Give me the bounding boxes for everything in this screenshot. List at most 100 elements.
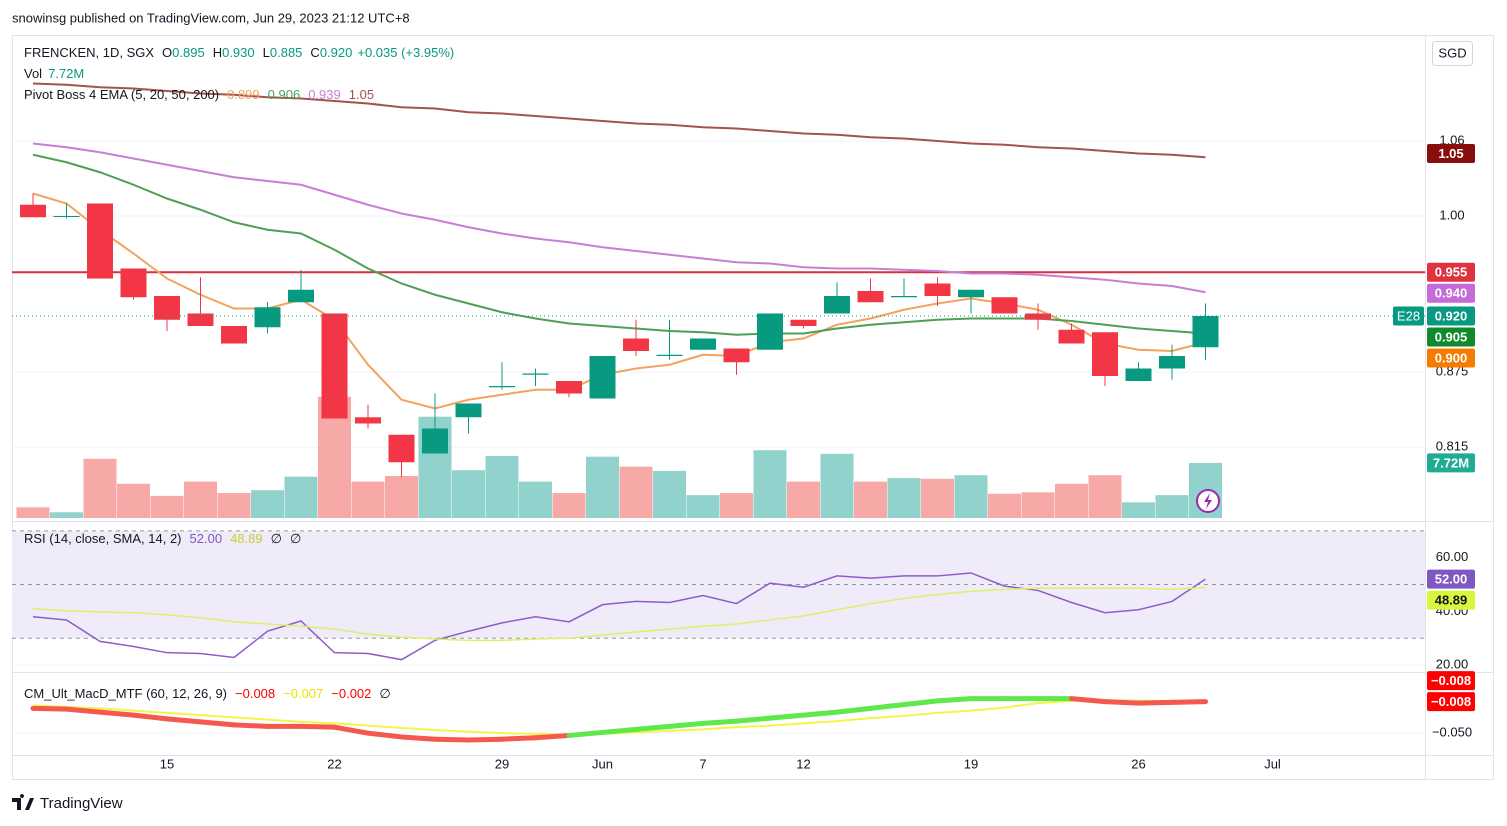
x-tick-label: 15 bbox=[160, 756, 174, 771]
x-tick-label: Jul bbox=[1264, 756, 1281, 771]
legend-row: FRENCKEN, 1D, SGX O0.895 H0.930 L0.885 C0.92… bbox=[24, 45, 454, 60]
macd-segment bbox=[97, 709, 136, 718]
macd-segment bbox=[231, 722, 270, 729]
legend-item: 0.899 bbox=[227, 87, 260, 102]
candle-body bbox=[690, 338, 716, 350]
legend-item: H bbox=[213, 45, 222, 60]
macd-segment bbox=[834, 705, 873, 715]
rsi-line bbox=[32, 572, 1206, 661]
price-tag bbox=[1427, 283, 1475, 303]
price-tag bbox=[1427, 144, 1475, 163]
candle-body bbox=[154, 296, 180, 320]
price-tag bbox=[1427, 453, 1475, 473]
candle-body bbox=[489, 386, 515, 388]
macd-segment bbox=[432, 736, 471, 743]
volume-bar bbox=[753, 450, 787, 518]
volume-bar bbox=[485, 455, 519, 518]
volume-bar bbox=[720, 493, 753, 518]
legend-item: −0.007 bbox=[283, 686, 323, 701]
candle-body bbox=[1125, 368, 1152, 381]
price-tag-label: 0.920 bbox=[1435, 308, 1468, 323]
price-tag bbox=[1427, 671, 1475, 691]
price-tag bbox=[1427, 262, 1475, 282]
y-tick-label: −0.050 bbox=[1432, 725, 1472, 740]
legend-item: C bbox=[310, 45, 319, 60]
volume-bar bbox=[150, 495, 184, 518]
x-tick-label: Jun bbox=[592, 756, 613, 771]
candle-body bbox=[1058, 329, 1085, 344]
volume-bar bbox=[787, 481, 820, 518]
legend-item: 0.885 bbox=[270, 45, 303, 60]
candle-body bbox=[422, 428, 448, 454]
y-tick-label: 60.00 bbox=[1436, 549, 1469, 564]
candle-body bbox=[522, 373, 549, 375]
candle-body bbox=[187, 313, 214, 326]
candle-body bbox=[656, 354, 683, 356]
x-tick-label: 26 bbox=[1131, 756, 1145, 771]
legend-item: CM_Ult_MacD_MTF (60, 12, 26, 9) bbox=[24, 686, 227, 701]
price-tag-label: −0.008 bbox=[1431, 673, 1471, 688]
candle-body bbox=[757, 313, 783, 350]
ema-line bbox=[32, 82, 1206, 159]
macd-segment bbox=[1136, 699, 1175, 706]
x-tick-label: 22 bbox=[327, 756, 341, 771]
candle-body bbox=[254, 307, 281, 328]
legend-item: O bbox=[162, 45, 172, 60]
candle-body bbox=[924, 283, 951, 296]
price-tag-label: 48.89 bbox=[1435, 593, 1468, 608]
macd-segment bbox=[1069, 696, 1108, 705]
volume-bar bbox=[921, 478, 954, 518]
x-tick-label: 12 bbox=[796, 756, 810, 771]
macd-segment bbox=[499, 735, 538, 742]
volume-bar bbox=[820, 453, 854, 518]
macd-segment bbox=[332, 724, 371, 736]
volume-bar bbox=[887, 478, 921, 518]
candle-body bbox=[824, 296, 850, 314]
macd-segment bbox=[365, 730, 404, 740]
macd-segment bbox=[164, 716, 203, 725]
countdown-label: E28 bbox=[1397, 308, 1420, 323]
volume-bar bbox=[385, 475, 418, 518]
price-tag-label: 0.940 bbox=[1435, 286, 1468, 301]
y-tick-label: 1.00 bbox=[1439, 207, 1464, 222]
macd-segment bbox=[298, 723, 337, 730]
legend-item: +0.035 (+3.95%) bbox=[357, 45, 454, 60]
macd-segment bbox=[566, 729, 605, 738]
legend-row: CM_Ult_MacD_MTF (60, 12, 26, 9) −0.008 −0.… bbox=[24, 686, 391, 701]
candle-body bbox=[589, 356, 616, 399]
chart-frame bbox=[12, 35, 1494, 780]
alert-icon[interactable] bbox=[1196, 489, 1220, 513]
macd-segment bbox=[198, 719, 237, 728]
legend-item: 0.930 bbox=[222, 45, 255, 60]
macd-segment bbox=[1102, 699, 1141, 706]
macd-segment bbox=[801, 709, 840, 718]
volume-bar bbox=[16, 507, 50, 518]
candle-body bbox=[120, 268, 147, 298]
price-tag-label: 1.05 bbox=[1438, 146, 1463, 161]
macd-segment bbox=[131, 712, 170, 722]
price-tag-label: 7.72M bbox=[1433, 455, 1469, 470]
volume-bar bbox=[854, 481, 887, 518]
macd-segment bbox=[767, 712, 806, 721]
legend-item: ∅ bbox=[290, 531, 301, 546]
price-tag bbox=[1427, 569, 1475, 589]
currency-box[interactable] bbox=[1432, 41, 1473, 66]
volume-bar bbox=[1155, 495, 1189, 518]
macd-segment bbox=[600, 726, 639, 735]
price-tag bbox=[1427, 590, 1475, 610]
legend-item: 0.895 bbox=[172, 45, 205, 60]
x-tick-label: 29 bbox=[495, 756, 509, 771]
price-tag bbox=[1427, 692, 1475, 712]
candle-body bbox=[958, 289, 984, 298]
candle-body bbox=[355, 417, 381, 424]
price-tag-label: 0.900 bbox=[1435, 350, 1468, 365]
candle-body bbox=[388, 434, 415, 463]
legend-item: −0.002 bbox=[331, 686, 371, 701]
legend-item: Pivot Boss 4 EMA (5, 20, 50, 200) bbox=[24, 87, 219, 102]
volume-bar bbox=[988, 493, 1021, 518]
candle-body bbox=[1092, 332, 1118, 376]
ema-line bbox=[32, 142, 1206, 294]
plot-layer: 1.061.000.8750.81560.0040.0020.00−0.0501… bbox=[12, 82, 1475, 771]
brand-logo bbox=[12, 794, 34, 810]
price-tag bbox=[1427, 327, 1475, 347]
